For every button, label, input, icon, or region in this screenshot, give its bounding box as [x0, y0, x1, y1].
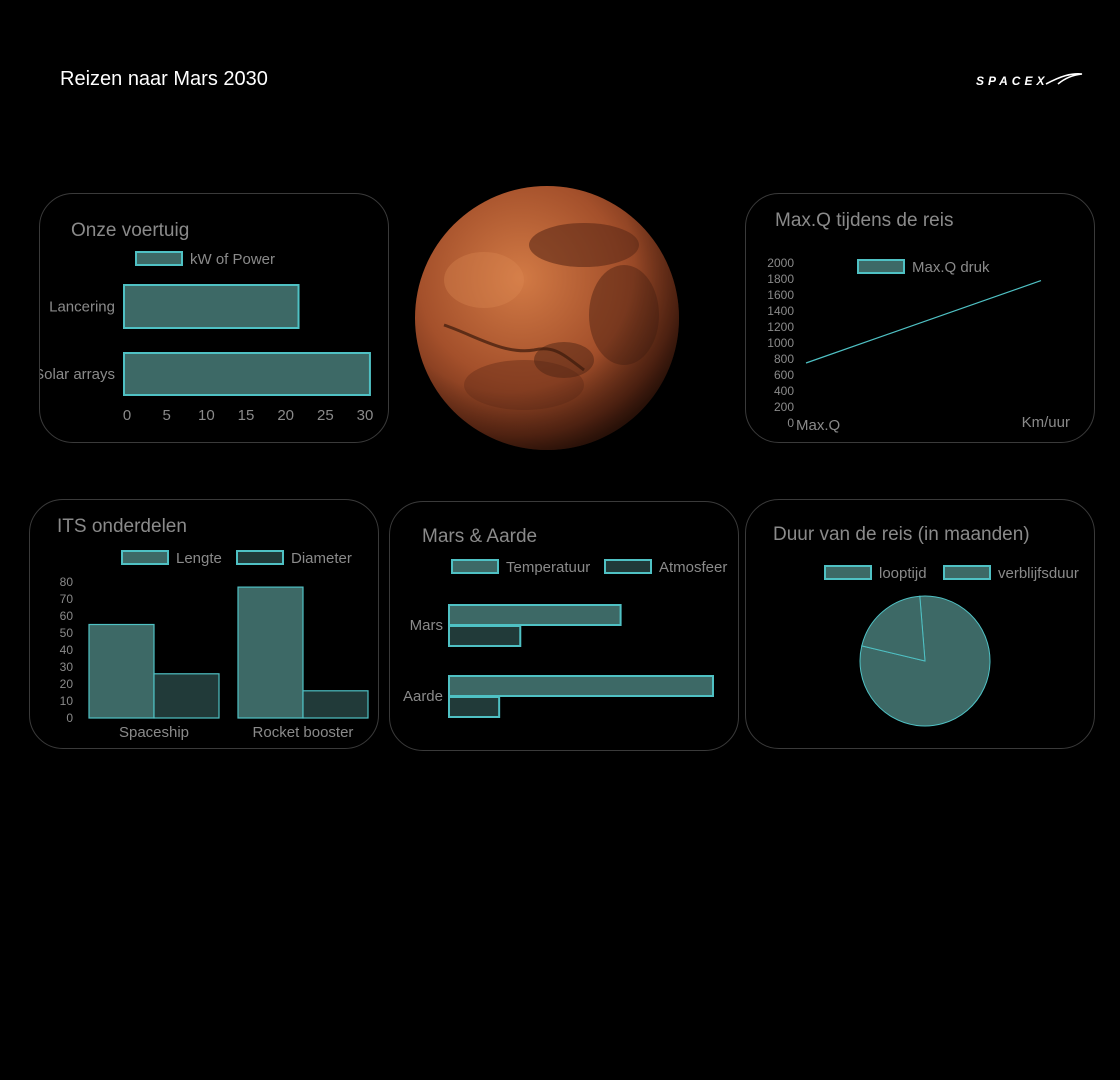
- maxq-y-tick: 1200: [767, 320, 794, 334]
- maxq-chart-card: Max.Q tijdens de reis Max.Q druk 0 200 400 6…: [745, 193, 1095, 443]
- mars-planet-graphic: [415, 186, 679, 450]
- vehicle-x-tick: 20: [277, 407, 294, 424]
- maxq-legend-swatch: [857, 259, 905, 274]
- its-y-tick: 30: [60, 660, 74, 674]
- maxq-y-tick: 400: [774, 384, 794, 398]
- mars-planet-image: [414, 185, 680, 451]
- duration-chart-card: Duur van de reis (in maanden) looptijd ve…: [745, 499, 1095, 749]
- spacex-logo: SPACEX: [976, 70, 1086, 94]
- its-legend-length-swatch: [121, 550, 169, 565]
- its-y-tick: 80: [60, 575, 74, 589]
- its-chart-title: ITS onderdelen: [57, 516, 187, 537]
- dur-legend-runtime-swatch: [824, 565, 872, 580]
- vehicle-x-tick: 0: [123, 407, 131, 424]
- maxq-y-tick: 1600: [767, 288, 794, 302]
- maxq-line-chart: Max.Q druk 0 200 400 600 800 1000 1200 1400 1600 1…: [767, 256, 1070, 434]
- vehicle-chart-card: Onze voertuig kW of Power Lancering Solar …: [39, 193, 389, 443]
- its-chart-card: ITS onderdelen Lengte Diameter 0 10 20 30 40 50…: [29, 499, 379, 749]
- logo-swoosh-icon: [1045, 73, 1083, 85]
- me-legend-atmos-swatch: [604, 559, 652, 574]
- mars-earth-chart-title: Mars & Aarde: [422, 526, 538, 547]
- its-bar: [302, 690, 369, 719]
- mars-earth-bar-chart: Temperatuur Atmosfeer Mars Aarde: [403, 559, 727, 718]
- vehicle-x-tick: 15: [238, 407, 255, 424]
- its-y-tick: 20: [60, 677, 74, 691]
- its-y-tick: 50: [60, 626, 74, 640]
- dur-legend-stay-label: verblijfsduur: [998, 565, 1079, 582]
- me-bar: [448, 625, 522, 647]
- vehicle-legend-label: kW of Power: [190, 251, 275, 268]
- vehicle-category-label: Lancering: [49, 299, 115, 316]
- vehicle-bar: [123, 352, 371, 396]
- maxq-y-tick: 0: [787, 416, 794, 430]
- its-legend-length-label: Lengte: [176, 550, 222, 567]
- its-legend-diameter-swatch: [236, 550, 284, 565]
- duration-pie-chart: looptijd verblijfsduur: [824, 565, 1079, 727]
- maxq-y-tick: 1800: [767, 272, 794, 286]
- dur-legend-stay-swatch: [943, 565, 991, 580]
- its-y-tick: 40: [60, 643, 74, 657]
- me-category-label: Mars: [410, 617, 443, 634]
- its-y-tick: 60: [60, 609, 74, 623]
- maxq-y-tick: 600: [774, 368, 794, 382]
- page-title: Reizen naar Mars 2030: [60, 68, 268, 90]
- me-legend-atmos-label: Atmosfeer: [659, 559, 727, 576]
- its-y-tick: 10: [60, 694, 74, 708]
- maxq-y-tick: 2000: [767, 256, 794, 270]
- vehicle-x-tick: 30: [357, 407, 374, 424]
- its-bar: [153, 673, 220, 719]
- vehicle-x-tick: 25: [317, 407, 334, 424]
- its-y-tick: 70: [60, 592, 74, 606]
- maxq-legend-label: Max.Q druk: [912, 259, 990, 276]
- maxq-unit-label: Km/uur: [1022, 414, 1070, 431]
- vehicle-chart-title: Onze voertuig: [71, 220, 190, 241]
- maxq-series-line: [805, 280, 1042, 364]
- me-bar: [448, 696, 501, 718]
- its-legend-diameter-label: Diameter: [291, 550, 352, 567]
- me-category-label: Aarde: [403, 688, 443, 705]
- dur-pie-slice: [861, 595, 926, 662]
- logo-wordmark: SPACEX: [976, 74, 1049, 88]
- me-bar: [448, 604, 622, 626]
- maxq-x-label: Max.Q: [796, 417, 840, 434]
- me-legend-temp-swatch: [451, 559, 499, 574]
- vehicle-x-tick: 10: [198, 407, 215, 424]
- its-category-label: Rocket booster: [253, 724, 354, 741]
- me-bar: [448, 675, 714, 697]
- maxq-chart-title: Max.Q tijdens de reis: [775, 210, 954, 231]
- its-bar-chart: Lengte Diameter 0 10 20 30 40 50 60 70 80 Spaceship…: [60, 550, 369, 741]
- vehicle-bar: [123, 284, 300, 329]
- vehicle-bar-chart: kW of Power Lancering Solar arrays 0 5 10 15 20…: [40, 251, 374, 424]
- mars-earth-chart-card: Mars & Aarde Temperatuur Atmosfeer Mars Aar…: [389, 501, 739, 751]
- vehicle-legend-swatch: [135, 251, 183, 266]
- me-legend-temp-label: Temperatuur: [506, 559, 590, 576]
- maxq-y-tick: 1000: [767, 336, 794, 350]
- vehicle-category-label: Solar arrays: [40, 366, 115, 383]
- vehicle-x-tick: 5: [162, 407, 170, 424]
- maxq-y-tick: 800: [774, 352, 794, 366]
- maxq-y-tick: 200: [774, 400, 794, 414]
- its-bar: [88, 623, 155, 719]
- duration-chart-title: Duur van de reis (in maanden): [773, 524, 1030, 545]
- its-y-tick: 0: [66, 711, 73, 725]
- dur-legend-runtime-label: looptijd: [879, 565, 927, 582]
- its-bar: [237, 586, 304, 719]
- its-category-label: Spaceship: [119, 724, 189, 741]
- maxq-y-tick: 1400: [767, 304, 794, 318]
